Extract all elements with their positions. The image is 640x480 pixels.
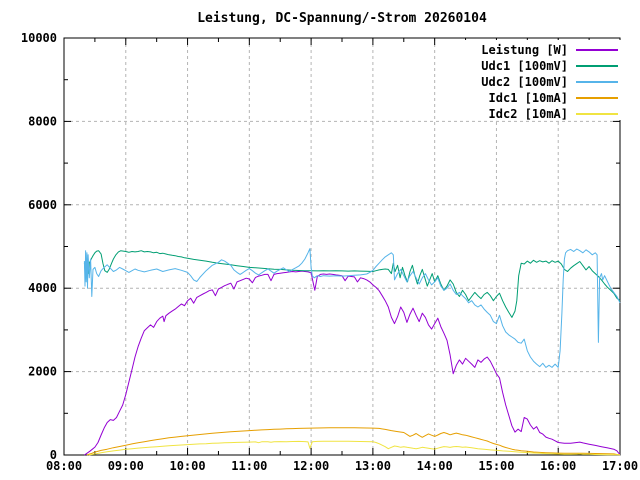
- chart-title: Leistung, DC-Spannung/-Strom 20260104: [197, 11, 487, 26]
- x-tick-label: 12:00: [293, 459, 329, 473]
- x-tick-label: 17:00: [602, 459, 638, 473]
- y-tick-label: 4000: [28, 281, 57, 295]
- legend-background: [448, 40, 622, 120]
- y-tick-label: 10000: [21, 31, 57, 45]
- y-axis-labels: 0 2000 4000 6000 8000 10000: [21, 31, 57, 462]
- legend: Leistung [W] Udc1 [100mV] Udc2 [100mV] Idc1…: [448, 40, 622, 121]
- x-tick-label: 13:00: [355, 459, 391, 473]
- series-line-udc2-100mv: [83, 248, 621, 368]
- y-tick-label: 0: [50, 448, 57, 462]
- x-tick-label: 09:00: [108, 459, 144, 473]
- series-line-idc1-10ma: [86, 427, 621, 456]
- y-tick-label: 8000: [28, 114, 57, 128]
- legend-label-idc1-10ma: Idc1 [10mA]: [489, 91, 568, 105]
- x-tick-label: 10:00: [169, 459, 205, 473]
- series-line-udc1-100mv: [83, 250, 621, 318]
- x-tick-label: 11:00: [231, 459, 267, 473]
- data-series: [83, 248, 621, 456]
- y-tick-label: 2000: [28, 365, 57, 379]
- legend-label-idc2-10ma: Idc2 [10mA]: [489, 107, 568, 121]
- x-tick-label: 15:00: [478, 459, 514, 473]
- series-line-idc2-10ma: [88, 440, 620, 456]
- legend-label-udc2-100mv: Udc2 [100mV]: [481, 75, 568, 89]
- x-tick-label: 14:00: [417, 459, 453, 473]
- legend-label-leistung-w: Leistung [W]: [481, 43, 568, 57]
- series-line-leistung-w: [84, 270, 621, 456]
- x-tick-label: 08:00: [46, 459, 82, 473]
- plot-border: [63, 37, 621, 456]
- x-tick-label: 16:00: [540, 459, 576, 473]
- grid-lines: [64, 38, 620, 455]
- y-tick-label: 6000: [28, 198, 57, 212]
- x-axis-labels: 08:00 09:00 10:00 11:00 12:00 13:00 14:00 15:00…: [46, 459, 638, 473]
- legend-label-udc1-100mv: Udc1 [100mV]: [481, 59, 568, 73]
